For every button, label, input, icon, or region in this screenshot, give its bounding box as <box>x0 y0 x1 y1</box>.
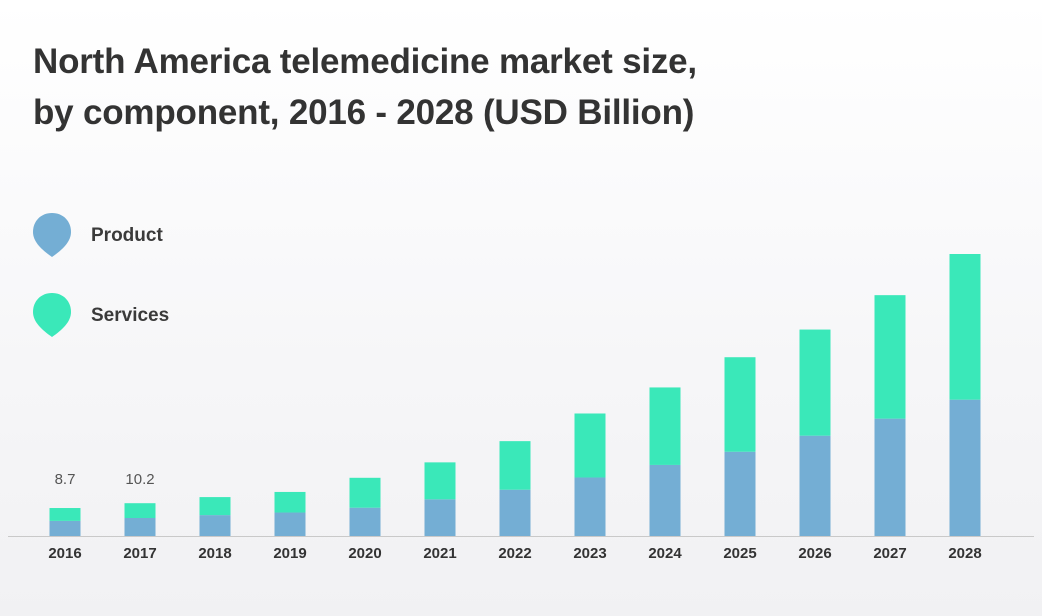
pin-marker-icon <box>33 293 71 337</box>
x-tick-label-2022: 2022 <box>498 545 531 562</box>
x-tick-label-2019: 2019 <box>273 545 306 562</box>
x-tick-label-2025: 2025 <box>723 545 756 562</box>
x-tick-label-2023: 2023 <box>573 545 606 562</box>
bar-services-2023 <box>574 413 606 478</box>
x-tick-label-2016: 2016 <box>48 545 81 562</box>
bar-services-2022 <box>499 441 531 490</box>
x-tick-label-2021: 2021 <box>423 545 456 562</box>
bar-services-2020 <box>349 477 381 508</box>
bar-services-2016 <box>49 508 81 521</box>
bar-services-2024 <box>649 387 681 465</box>
pin-marker-icon <box>33 213 71 257</box>
bar-product-2018 <box>199 515 231 536</box>
chart-title-line-2: by component, 2016 - 2028 (USD Billion) <box>33 93 695 132</box>
legend-item-services: Services <box>32 291 232 339</box>
bar-product-2024 <box>649 464 681 536</box>
bar-product-2026 <box>799 435 831 536</box>
x-tick-label-2026: 2026 <box>798 545 831 562</box>
bar-services-2027 <box>874 295 906 419</box>
legend-swatch-product <box>33 213 71 257</box>
bar-product-2016 <box>49 520 81 536</box>
x-tick-label-2024: 2024 <box>648 545 682 562</box>
bar-services-2019 <box>274 491 306 513</box>
bar-product-2028 <box>949 399 981 536</box>
bar-product-2019 <box>274 512 306 536</box>
data-label-2016: 8.7 <box>55 471 76 488</box>
chart-title-line-1: North America telemedicine market size, <box>33 42 697 81</box>
x-tick-label-2020: 2020 <box>348 545 381 562</box>
legend-swatch-services <box>33 293 71 337</box>
data-label-2017: 10.2 <box>125 471 154 488</box>
bar-services-2026 <box>799 329 831 436</box>
bar-services-2025 <box>724 357 756 452</box>
chart-title: North America telemedicine market size, … <box>33 36 697 138</box>
legend-label-services: Services <box>91 305 170 326</box>
bar-services-2017 <box>124 503 156 518</box>
bar-services-2018 <box>199 497 231 516</box>
bar-product-2017 <box>124 517 156 536</box>
legend-label-product: Product <box>91 225 163 246</box>
bar-product-2021 <box>424 499 456 536</box>
bar-product-2020 <box>349 507 381 536</box>
bar-product-2025 <box>724 451 756 536</box>
x-tick-label-2028: 2028 <box>948 545 981 562</box>
legend-item-product: Product <box>32 211 232 259</box>
bar-product-2027 <box>874 418 906 536</box>
bar-services-2021 <box>424 462 456 500</box>
bar-product-2023 <box>574 477 606 536</box>
x-tick-label-2018: 2018 <box>198 545 231 562</box>
bar-product-2022 <box>499 489 531 536</box>
bar-services-2028 <box>949 254 981 400</box>
x-tick-label-2017: 2017 <box>123 545 156 562</box>
x-tick-label-2027: 2027 <box>873 545 906 562</box>
